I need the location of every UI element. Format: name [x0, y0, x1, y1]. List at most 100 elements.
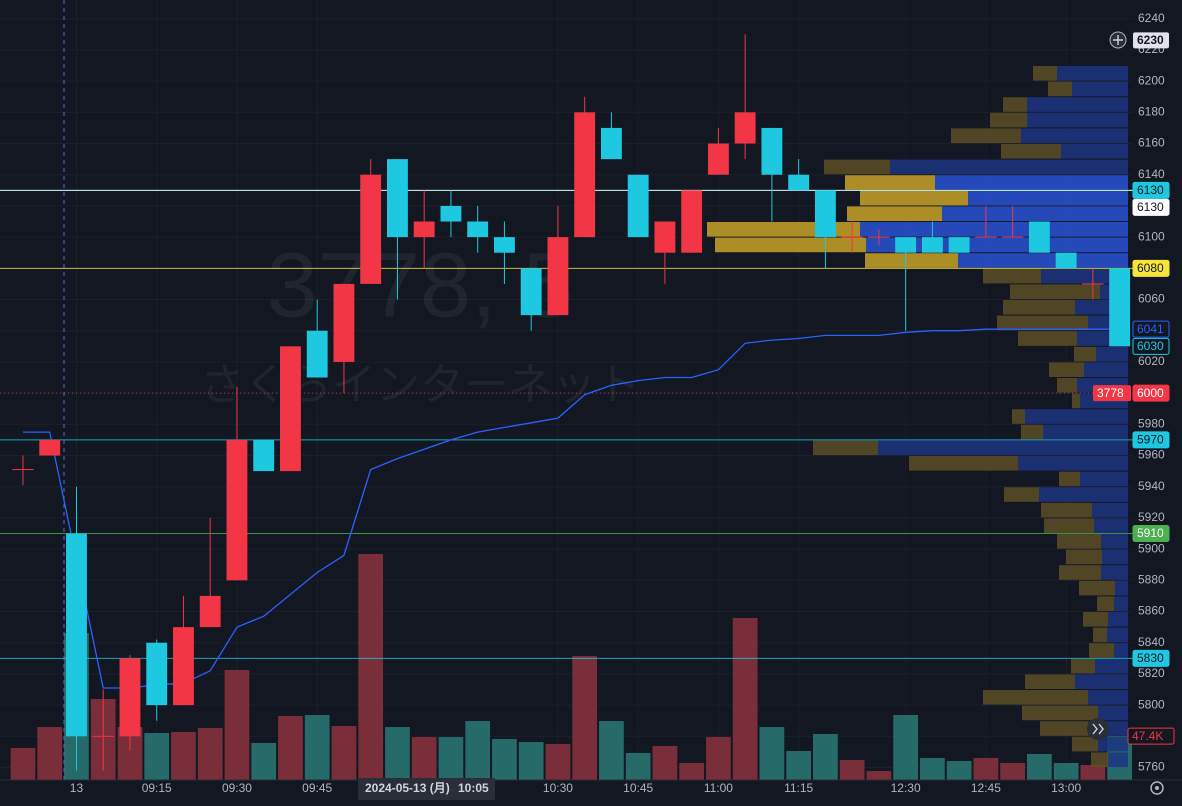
y-tick-label: 6160 [1138, 136, 1165, 150]
scroll-icon [1092, 723, 1104, 735]
candle-body [12, 469, 34, 471]
profile-up [824, 159, 890, 175]
volume-bar [839, 760, 865, 780]
profile-up [1072, 393, 1080, 409]
volume-profile [707, 66, 1128, 768]
price-label: 6130 [1137, 200, 1164, 214]
candle-body [360, 174, 382, 284]
settings-icon[interactable] [1150, 781, 1164, 795]
profile-up [1021, 424, 1043, 440]
profile-up [1025, 674, 1075, 690]
profile-down [1061, 144, 1128, 159]
profile-up [1083, 612, 1108, 627]
y-tick-label: 5960 [1138, 448, 1165, 462]
candle-body [280, 346, 301, 472]
candle-body [1055, 252, 1077, 269]
profile-down [1107, 627, 1128, 643]
volume-label-box [1127, 727, 1175, 745]
profile-up [997, 315, 1088, 331]
volume-label: 47.4K [1132, 729, 1163, 743]
candle-body [39, 439, 61, 456]
profile-down [1027, 97, 1128, 112]
price-label-box [1132, 259, 1170, 277]
volume-bar [1053, 762, 1079, 780]
scroll-button[interactable] [1087, 718, 1109, 740]
volume-bar [358, 554, 384, 780]
crosshair-time-box [358, 778, 495, 800]
profile-down [1043, 424, 1128, 440]
profile-up [1089, 643, 1114, 658]
x-tick-label: 13:00 [1051, 781, 1081, 795]
crosshair-price[interactable] [1109, 31, 1127, 49]
profile-down [1114, 596, 1128, 612]
y-tick-label: 6140 [1138, 167, 1165, 181]
profile-up [1097, 596, 1114, 612]
candle-body [440, 205, 462, 222]
profile-up [1018, 331, 1077, 346]
profile-down [890, 159, 1128, 175]
volume-bar [572, 656, 598, 780]
profile-up [983, 268, 1041, 284]
volume-bar [545, 743, 571, 780]
profile-down [935, 175, 1128, 190]
profile-up [715, 237, 866, 253]
profile-up [1057, 378, 1077, 393]
profile-down [1039, 487, 1128, 502]
profile-up [1012, 409, 1025, 424]
profile-up [1057, 534, 1101, 549]
candle-body [333, 283, 355, 362]
y-tick-label: 6240 [1138, 11, 1165, 25]
profile-down [1108, 752, 1128, 768]
y-tick-label: 5760 [1138, 760, 1165, 774]
profile-down [1101, 565, 1128, 580]
price-label: 5830 [1137, 651, 1164, 665]
volume-bar [920, 757, 945, 780]
profile-down [1088, 690, 1128, 705]
x-tick-label: 12:45 [971, 781, 1001, 795]
settings[interactable] [1150, 781, 1164, 795]
profile-up [1040, 721, 1088, 736]
y-tick-label: 5980 [1138, 416, 1165, 430]
candle-body [574, 112, 596, 238]
candle-body [306, 330, 328, 378]
volume-bar [37, 727, 63, 780]
candle-body [1028, 221, 1050, 253]
profile-down [1080, 471, 1128, 487]
candle-body [92, 735, 114, 737]
profile-up [845, 175, 935, 190]
profile-down [1021, 128, 1128, 144]
symbol-label-box [1093, 385, 1131, 402]
profile-down [1075, 674, 1128, 690]
watermark-name: さくらインターネット [200, 361, 640, 410]
profile-down [1108, 612, 1128, 627]
volume-bar [518, 742, 544, 780]
price-label-box [1132, 649, 1170, 667]
candle-body [975, 236, 997, 238]
profile-up [813, 440, 878, 456]
profile-down [1095, 658, 1128, 674]
scroll-right-button[interactable] [1087, 718, 1109, 740]
candle-body [1082, 283, 1104, 285]
profile-up [1079, 580, 1115, 596]
profile-down [1102, 549, 1128, 565]
candle-body [788, 174, 810, 191]
profile-down [1084, 362, 1128, 378]
price-label: 5910 [1137, 526, 1164, 540]
volume-bar [893, 715, 919, 780]
candle-body [547, 237, 569, 316]
profile-up [707, 222, 860, 237]
candle-body [841, 236, 863, 238]
profile-down [878, 440, 1128, 456]
y-tick-label: 6100 [1138, 229, 1165, 243]
price-label-box [1132, 384, 1170, 402]
volume-bar [1027, 753, 1052, 780]
profile-down [1115, 580, 1128, 596]
volume-bar [304, 715, 330, 780]
volume-bar [331, 726, 357, 780]
profile-down [1025, 409, 1128, 424]
candle-body [921, 237, 943, 253]
price-label: 6041 [1137, 322, 1164, 336]
candle-body [654, 221, 676, 253]
candle-body [868, 236, 890, 238]
y-tick-label: 6200 [1138, 73, 1165, 87]
